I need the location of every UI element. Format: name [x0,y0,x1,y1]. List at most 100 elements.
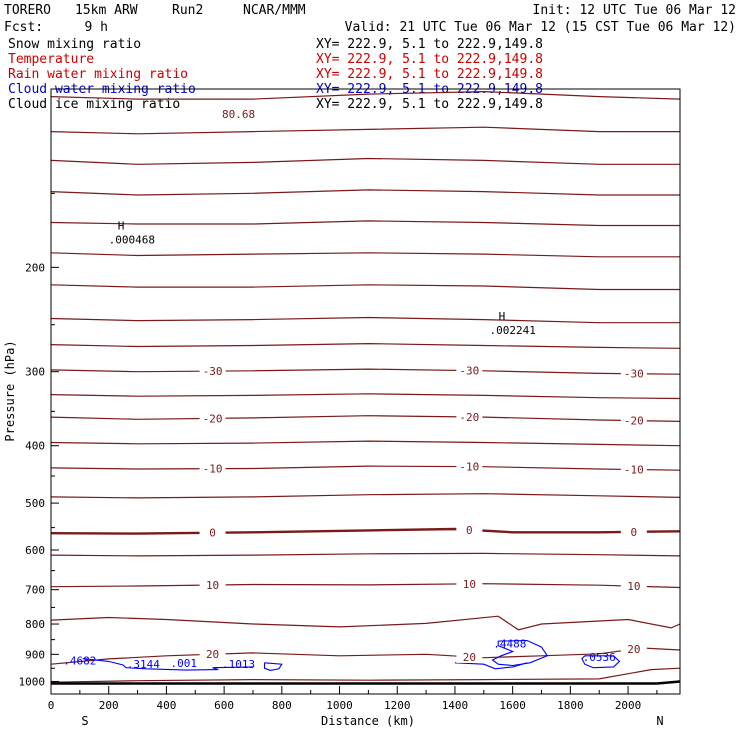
temperature-contour [50,284,680,291]
temperature-contour [50,126,680,135]
temperature-contour-label: -20 [203,412,223,425]
valid-time: Valid: 21 UTC Tue 06 Mar 12 (15 CST Tue … [345,20,736,35]
x-tick-label: 1400 [442,699,469,712]
label-mask [456,577,483,590]
forecast-label: Fcst: [4,20,43,35]
label-mask [199,579,226,592]
x-axis-title: Distance (km) [321,714,415,728]
label-mask [199,648,226,661]
label-mask [199,462,226,475]
temperature-contour [50,316,680,324]
label-mask [199,365,226,378]
cloud-water-contours [82,639,621,671]
x-tick-label: 2000 [615,699,642,712]
label-mask [620,525,647,538]
label-mask [199,412,226,425]
legend-temperature: Temperature [8,52,94,67]
high-marker: H [499,310,506,323]
temperature-contour-label: -30 [203,365,223,378]
temperature-contour [50,157,680,165]
start-point-label: S [81,714,88,728]
label-mask [456,460,483,473]
forecast-hour: 9 h [85,20,108,35]
label-mask [620,367,647,380]
y-tick-label: 900 [25,648,45,661]
axes: 0 200 400 600 800 1000 1200 1400 1600 1800 2000200… [19,192,658,712]
x-tick-label: 1200 [384,699,411,712]
cloud-water-value: .1013 [222,658,255,671]
y-tick-label: 200 [25,261,45,274]
y-tick-label: 400 [25,440,45,453]
temperature-contour-label: -20 [624,415,644,428]
label-mask [620,414,647,427]
temperature-contour-label: -10 [203,463,223,476]
cloud-water-contour [82,658,254,671]
temperature-contour [50,368,681,375]
temperature-contour-label: 0 [631,526,638,539]
cloud-ice-top-value: 80.68 [222,108,255,121]
high-value: .002241 [489,324,535,337]
legend-cloud-ice-xy: XY= 222.9, 5.1 to 222.9,149.8 [316,97,543,112]
temperature-contour [50,583,681,589]
cloud-water-value: .4488 [493,638,526,651]
temperature-contour-label: 20 [463,651,476,664]
model-name: TORERO [4,3,51,18]
legend-rain-xy: XY= 222.9, 5.1 to 222.9,149.8 [316,67,543,82]
high-value: .000468 [109,233,155,246]
legend-snow: Snow mixing ratio [8,37,141,52]
temperature-contour-label: 10 [627,580,640,593]
y-axis-title: Pressure (hPa) [3,340,17,441]
legend-rain: Rain water mixing ratio [8,67,188,82]
y-tick-label: 1000 [19,675,46,688]
cloud-water-value: .3144 [127,658,160,671]
temperature-contour [50,252,680,258]
center-label: NCAR/MMM [243,3,306,18]
temperature-contour-label: -30 [459,365,479,378]
grid-label: 15km ARW [75,3,138,18]
init-time: Init: 12 UTC Tue 06 Mar 12 [533,3,737,18]
cloud-water-value: .001 [170,657,197,670]
label-mask [456,410,483,423]
temperature-contour [50,90,681,100]
legend-temperature-xy: XY= 222.9, 5.1 to 222.9,149.8 [316,52,543,67]
run-label: Run2 [172,3,203,18]
temperature-contour [50,552,681,557]
ground-surface [656,680,681,685]
x-tick-label: 600 [214,699,234,712]
temperature-contour-label: -20 [459,411,479,424]
contour-labels: -30 -30 -30 -20 -20 -20 -10 -10 -10 0 0 0 10 10 10 20 20… [63,108,647,671]
temperature-contour [50,415,681,422]
temperature-contour [50,465,681,471]
temperature-contour [50,440,681,447]
x-tick-label: 0 [48,699,55,712]
temperature-contour [50,615,681,631]
temperature-contour [50,393,681,400]
header: TORERO 15km ARW Run2 NCAR/MMM Init: 12 U… [4,3,736,35]
label-mask [620,580,647,593]
temperature-contour [50,342,681,349]
temperature-contour [50,189,680,196]
temperature-contour-label: 20 [206,648,219,661]
temperature-contour-label: -10 [459,461,479,474]
cloud-water-contour [491,639,549,667]
legend-snow-xy: XY= 222.9, 5.1 to 222.9,149.8 [316,37,543,52]
label-mask [199,526,226,539]
label-mask [456,523,483,536]
cloud-water-value: .4682 [63,655,96,668]
x-tick-label: 1000 [326,699,353,712]
x-tick-label: 400 [156,699,176,712]
y-tick-label: 700 [25,584,45,597]
temperature-contour-label: 10 [463,578,476,591]
temperature-contour [50,667,681,683]
temperature-contour-label: 0 [466,524,473,537]
cloud-water-contour [581,655,621,669]
y-tick-label: 300 [25,366,45,379]
cloud-water-contour [454,662,528,670]
temperature-contour [50,527,681,535]
label-mask [620,643,647,656]
temperature-contour-label: 10 [206,579,219,592]
label-mask [456,650,483,663]
label-mask [456,364,483,377]
temperature-contour-label: -30 [624,368,644,381]
